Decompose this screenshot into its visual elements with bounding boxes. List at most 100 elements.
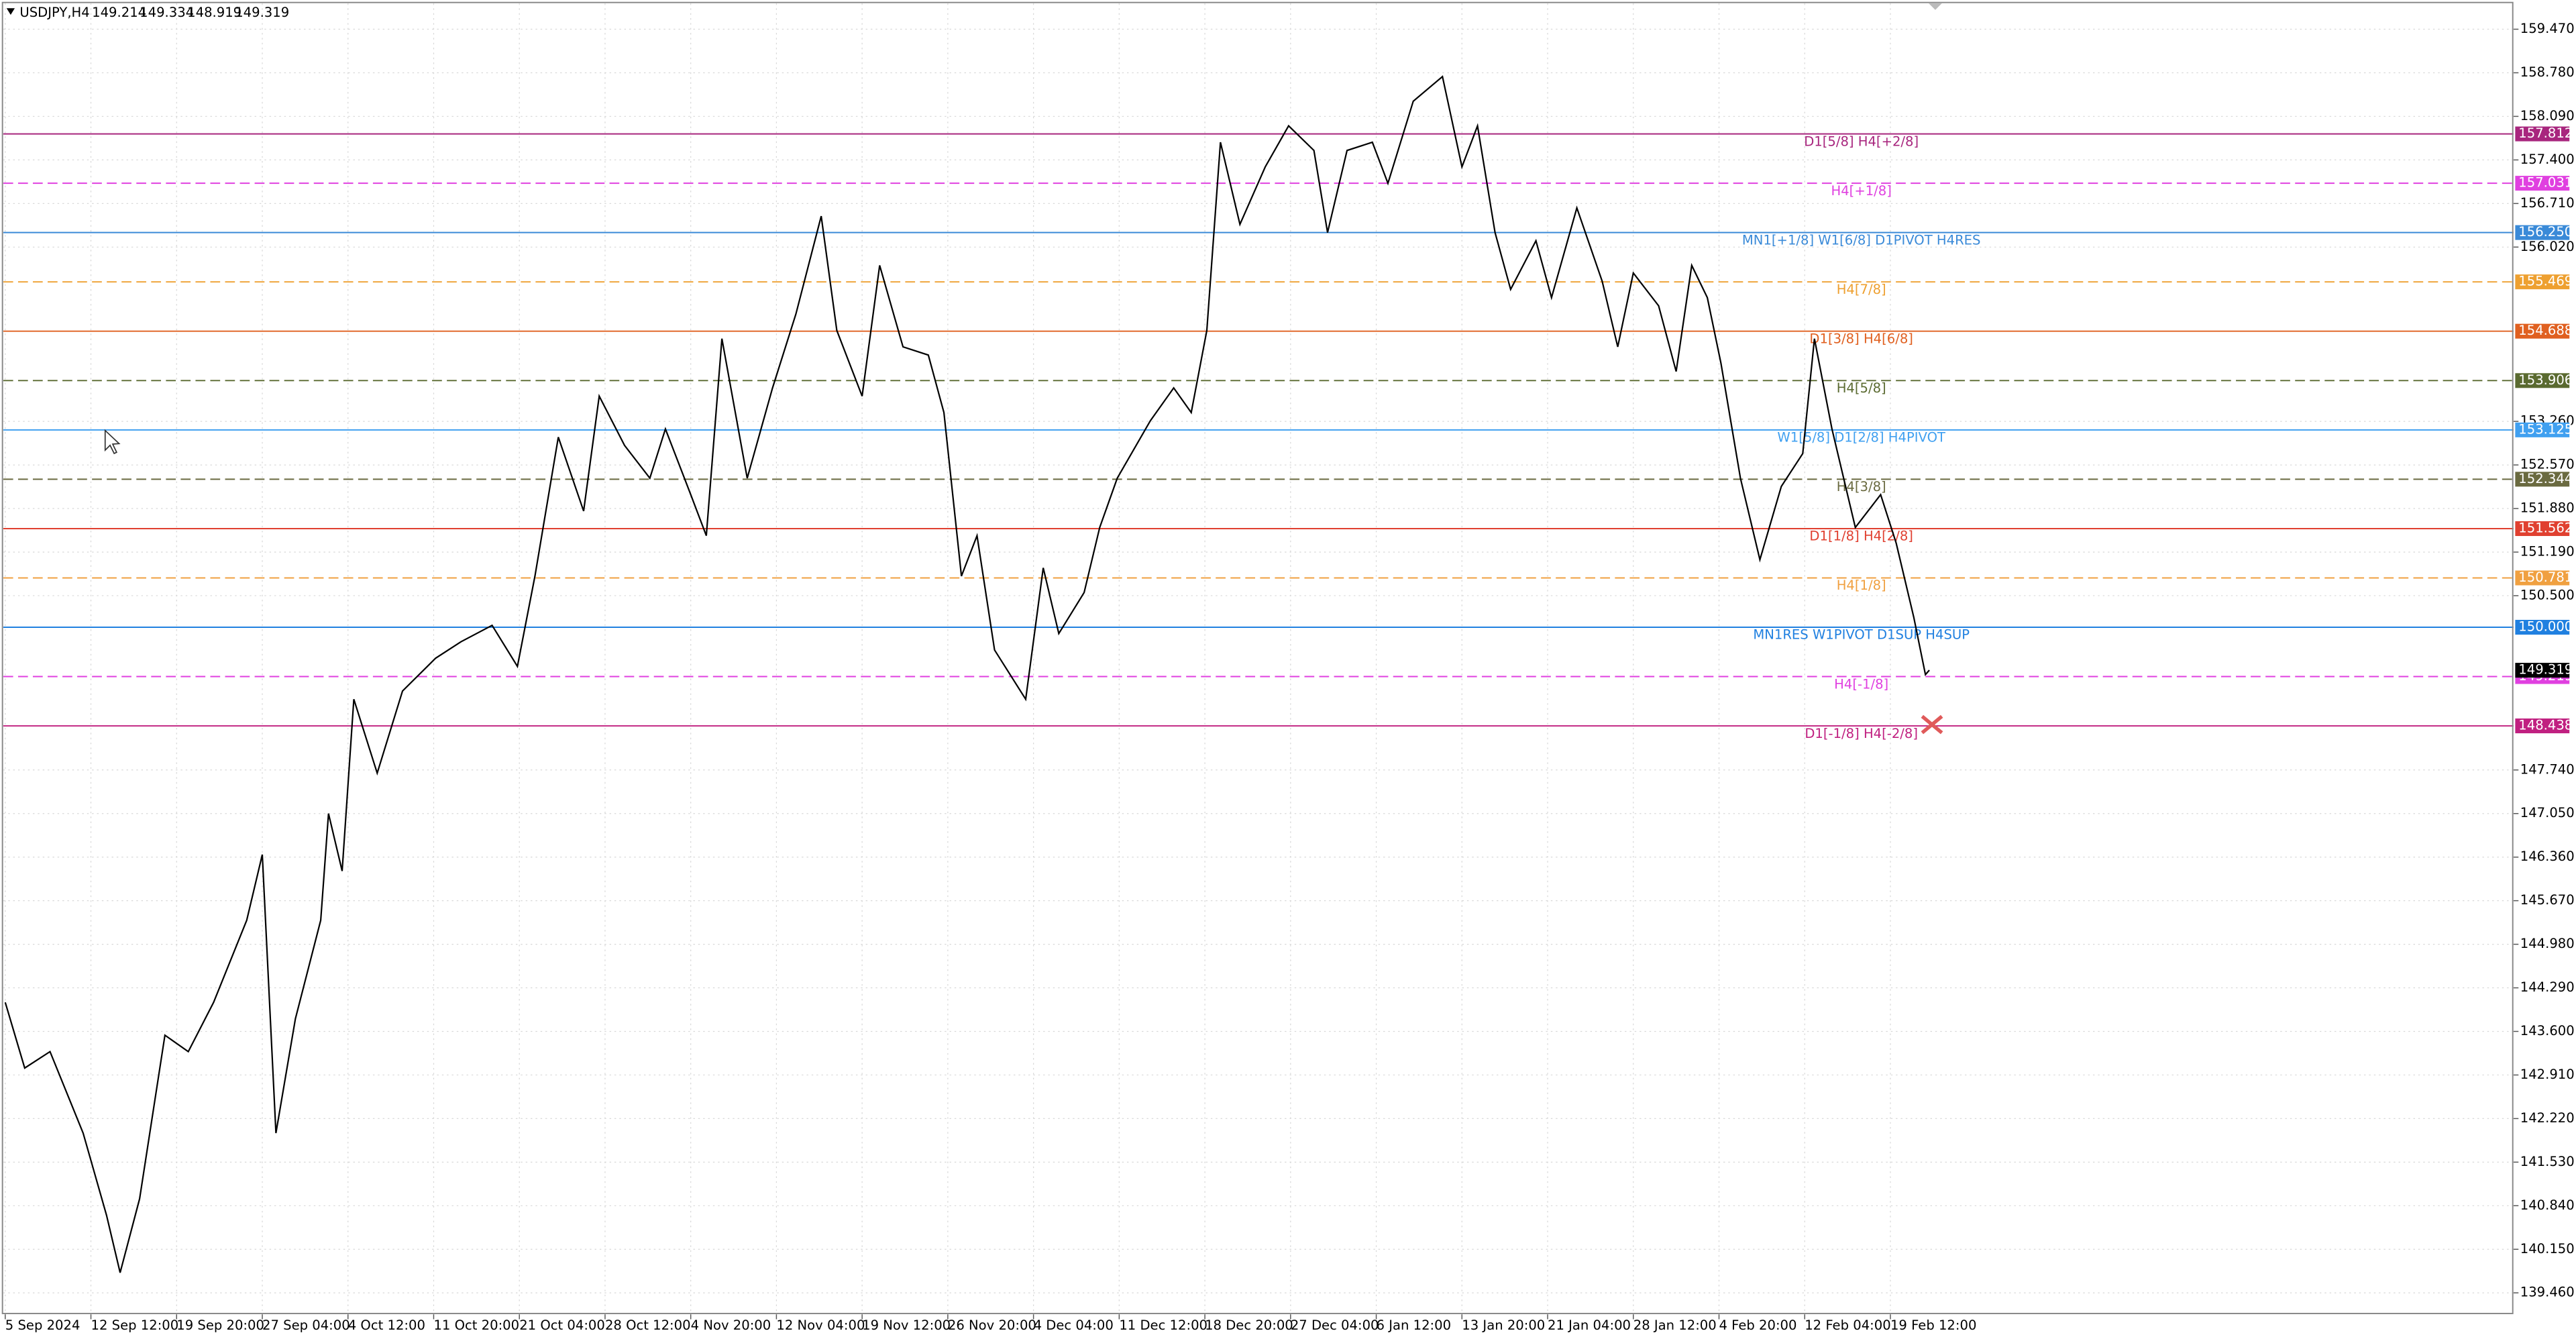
x-tick-label: 12 Feb 04:00 xyxy=(1805,1318,1890,1333)
level-price: 157.031 xyxy=(2518,175,2573,191)
y-tick-label: 142.220 xyxy=(2520,1110,2575,1126)
y-tick-label: 151.190 xyxy=(2520,543,2575,559)
x-tick-label: 12 Sep 12:00 xyxy=(91,1318,179,1333)
y-tick-label: 139.460 xyxy=(2520,1285,2575,1300)
level-price-box xyxy=(2515,225,2570,240)
level-price-box xyxy=(2515,323,2570,339)
x-tick-label: 21 Oct 04:00 xyxy=(519,1318,605,1333)
y-tick-label: 151.880 xyxy=(2520,500,2575,516)
level-name: H4[+1/8] xyxy=(1831,183,1892,199)
level-price: 156.250 xyxy=(2518,224,2573,239)
x-tick-label: 19 Sep 20:00 xyxy=(176,1318,264,1333)
y-tick-label: 144.980 xyxy=(2520,936,2575,951)
x-tick-label: 4 Oct 12:00 xyxy=(348,1318,425,1333)
level-name: H4[5/8] xyxy=(1837,380,1886,396)
level-name: D1[1/8] H4[2/8] xyxy=(1809,529,1913,544)
level-name: H4[-1/8] xyxy=(1834,676,1888,692)
level-price: 154.688 xyxy=(2518,323,2573,338)
y-tick-label: 152.570 xyxy=(2520,457,2575,472)
x-tick-label: 5 Sep 2024 xyxy=(5,1318,80,1333)
price-line xyxy=(4,75,1930,1273)
level-price: 157.812 xyxy=(2518,125,2573,141)
level-price: 150.000 xyxy=(2518,619,2573,635)
plot-frame xyxy=(1,1,2514,1314)
level-price-box xyxy=(2515,373,2570,388)
level-price: 153.125 xyxy=(2518,421,2573,437)
y-tick-label: 158.780 xyxy=(2520,64,2575,80)
y-tick-label: 158.090 xyxy=(2520,108,2575,123)
x-tick-label: 28 Jan 12:00 xyxy=(1633,1318,1717,1333)
x-tick-label: 26 Nov 20:00 xyxy=(948,1318,1036,1333)
x-tick-label: 21 Jan 04:00 xyxy=(1548,1318,1631,1333)
level-price: 151.562 xyxy=(2518,520,2573,535)
x-tick-label: 4 Feb 20:00 xyxy=(1719,1318,1796,1333)
level-price: 153.906 xyxy=(2518,372,2573,388)
x-tick-label: 18 Dec 20:00 xyxy=(1205,1318,1293,1333)
level-name: D1[-1/8] H4[-2/8] xyxy=(1805,726,1918,741)
axis: 139.460 140.150 140.840 141.530 142.220 142.9… xyxy=(5,21,2575,1333)
x-tick-label: 19 Nov 12:00 xyxy=(862,1318,951,1333)
mouse-cursor xyxy=(104,429,121,455)
y-tick-label: 141.530 xyxy=(2520,1154,2575,1169)
level-price-box xyxy=(2515,570,2570,586)
level-name: MN1RES W1PIVOT D1SUP H4SUP xyxy=(1753,627,1970,643)
x-tick-label: 27 Sep 04:00 xyxy=(262,1318,350,1333)
level-price-box xyxy=(2515,274,2570,290)
y-tick-label: 147.050 xyxy=(2520,805,2575,820)
y-tick-label: 140.150 xyxy=(2520,1241,2575,1256)
x-tick-label: 19 Feb 12:00 xyxy=(1890,1318,1976,1333)
menu-arrow xyxy=(6,8,15,15)
x-tick-label: 28 Oct 12:00 xyxy=(605,1318,691,1333)
symbol: USDJPY,H4 xyxy=(19,5,89,20)
current-price-box xyxy=(2515,663,2570,678)
x-tick-label: 11 Oct 20:00 xyxy=(433,1318,519,1333)
level-name: H4[7/8] xyxy=(1837,282,1886,297)
x-tick-label: 13 Jan 20:00 xyxy=(1462,1318,1545,1333)
level-price-box xyxy=(2515,422,2570,437)
level-name: W1[5/8] D1[2/8] H4PIVOT xyxy=(1777,430,1946,445)
y-tick-label: 147.740 xyxy=(2520,761,2575,777)
low: 148.919 xyxy=(187,5,241,20)
level-price: 152.344 xyxy=(2518,471,2573,486)
y-tick-label: 159.470 xyxy=(2520,21,2575,36)
x-tick-label: 6 Jan 12:00 xyxy=(1377,1318,1452,1333)
x-tick-label: 12 Nov 04:00 xyxy=(776,1318,865,1333)
y-tick-label: 143.600 xyxy=(2520,1023,2575,1038)
level-price-box xyxy=(2515,619,2570,635)
x-tick-label: 4 Nov 20:00 xyxy=(691,1318,771,1333)
price xyxy=(4,75,1930,1273)
level-price-box xyxy=(2515,718,2570,734)
y-tick-label: 146.360 xyxy=(2520,849,2575,864)
level-name: H4[3/8] xyxy=(1837,479,1886,494)
x-tick-label: 11 Dec 12:00 xyxy=(1119,1318,1208,1333)
x-tick-label: 27 Dec 04:00 xyxy=(1291,1318,1379,1333)
level-price: 150.781 xyxy=(2518,570,2573,585)
level-price-box xyxy=(2515,176,2570,191)
close-marker xyxy=(1921,714,1943,735)
y-tick-label: 150.500 xyxy=(2520,587,2575,602)
level-name: H4[1/8] xyxy=(1837,578,1886,593)
level-name: D1[5/8] H4[+2/8] xyxy=(1804,133,1919,149)
x-tick-label: 4 Dec 04:00 xyxy=(1034,1318,1114,1333)
level-price-box xyxy=(2515,472,2570,487)
level-price-box xyxy=(2515,126,2570,142)
level-price-box xyxy=(2515,521,2570,536)
y-tick-label: 156.710 xyxy=(2520,195,2575,211)
shift-marker xyxy=(1929,3,1942,10)
level-price: 155.469 xyxy=(2518,274,2573,289)
y-tick-label: 140.840 xyxy=(2520,1197,2575,1213)
levels: D1[5/8] H4[+2/8] H4[+1/8] MN1[+1/8] W1[6/8… xyxy=(3,133,2514,741)
y-tick-label: 157.400 xyxy=(2520,152,2575,167)
y-tick-label: 144.290 xyxy=(2520,979,2575,995)
level-name: MN1[+1/8] W1[6/8] D1PIVOT H4RES xyxy=(1742,232,1981,248)
level-name: D1[3/8] H4[6/8] xyxy=(1809,331,1913,346)
open: 149.214 xyxy=(92,5,146,20)
y-tick-label: 156.020 xyxy=(2520,239,2575,254)
high: 149.334 xyxy=(140,5,194,20)
y-tick-label: 142.910 xyxy=(2520,1067,2575,1082)
level-price: 148.438 xyxy=(2518,718,2573,733)
close: 149.319 xyxy=(235,5,289,20)
